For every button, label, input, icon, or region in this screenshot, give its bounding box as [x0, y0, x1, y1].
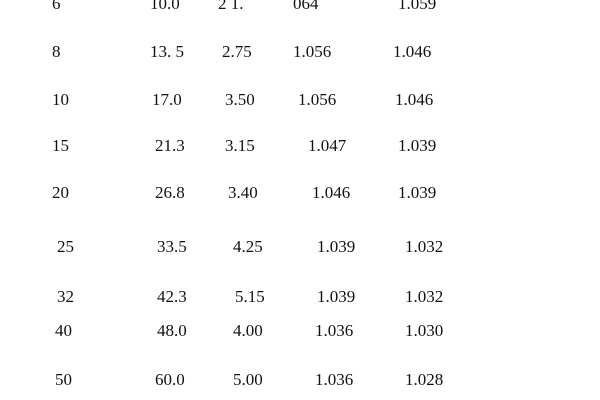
table-cell: 1.039	[317, 237, 356, 256]
table-cell: 1.036	[315, 321, 354, 340]
table-cell: 10.0	[150, 0, 180, 13]
table-cell: 1.039	[398, 183, 437, 202]
table-cell: 33.5	[157, 237, 187, 256]
table-cell: 3.50	[225, 90, 255, 109]
table-cell: 21.3	[155, 136, 185, 155]
table-cell: 2.75	[222, 42, 252, 61]
table-cell: 1.056	[298, 90, 337, 109]
table-cell: 064	[293, 0, 319, 13]
table-cell: 1.032	[405, 237, 444, 256]
table-cell: 1.028	[405, 370, 444, 389]
table-cell: 25	[57, 237, 74, 256]
table-cell: 4.25	[233, 237, 263, 256]
table-cell: 1.036	[315, 370, 354, 389]
table-cell: 5.15	[235, 287, 265, 306]
table-cell: 1.047	[308, 136, 347, 155]
table-cell: 8	[52, 42, 61, 61]
table-cell: 6	[52, 0, 61, 13]
table-cell: 50	[55, 370, 72, 389]
table-cell: 1.046	[393, 42, 432, 61]
table-cell: 60.0	[155, 370, 185, 389]
table-cell: 40	[55, 321, 72, 340]
table-cell: 26.8	[155, 183, 185, 202]
table-cell: 3.15	[225, 136, 255, 155]
table-cell: 10	[52, 90, 69, 109]
table-cell: 32	[57, 287, 74, 306]
table-cell: 1.056	[293, 42, 332, 61]
table-cell: 4.00	[233, 321, 263, 340]
table-cell: 48.0	[157, 321, 187, 340]
table-cell: 1.039	[398, 136, 437, 155]
table-cell: 1.039	[317, 287, 356, 306]
table-cell: 5.00	[233, 370, 263, 389]
table-cell: 42.3	[157, 287, 187, 306]
table-cell: 20	[52, 183, 69, 202]
table-cell: 1.046	[395, 90, 434, 109]
table-cell: 17.0	[152, 90, 182, 109]
table-cell: 3.40	[228, 183, 258, 202]
table-cell: 13. 5	[150, 42, 184, 61]
table-cell: 15	[52, 136, 69, 155]
table-cell: 1.046	[312, 183, 351, 202]
table-cell: 2 1.	[218, 0, 244, 13]
table-cell: 1.059	[398, 0, 437, 13]
table-cell: 1.030	[405, 321, 444, 340]
table-cell: 1.032	[405, 287, 444, 306]
